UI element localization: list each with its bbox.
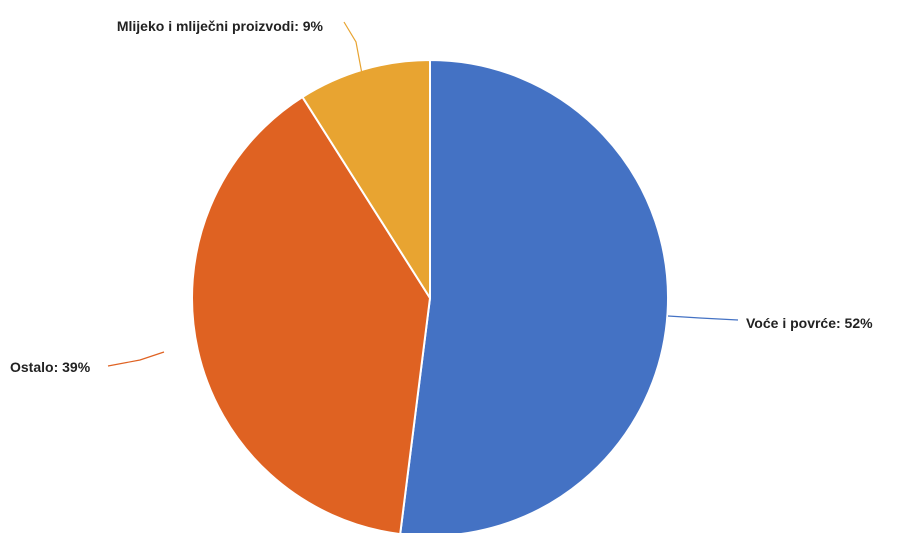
leader-lines [107, 21, 739, 367]
leader-line-mlijeko-i-mlijecni-proizvodi [343, 21, 363, 75]
label-mlijeko-i-mlijecni-proizvodi: Mlijeko i mliječni proizvodi: 9% [117, 18, 324, 34]
leader-line-voce-i-povrce [667, 315, 739, 321]
label-ostalo: Ostalo: 39% [10, 359, 91, 375]
pie-slices [191, 59, 669, 533]
pie-slice-mlijeko-i-mlijecni-proizvodi [301, 59, 431, 299]
slice-labels: Voće i povrće: 52% Ostalo: 39% Mlijeko i… [10, 18, 873, 375]
label-voce-i-povrce: Voće i povrće: 52% [746, 315, 873, 331]
pie-slice-voce-i-povrce [399, 59, 669, 533]
leader-line-ostalo [107, 351, 165, 367]
